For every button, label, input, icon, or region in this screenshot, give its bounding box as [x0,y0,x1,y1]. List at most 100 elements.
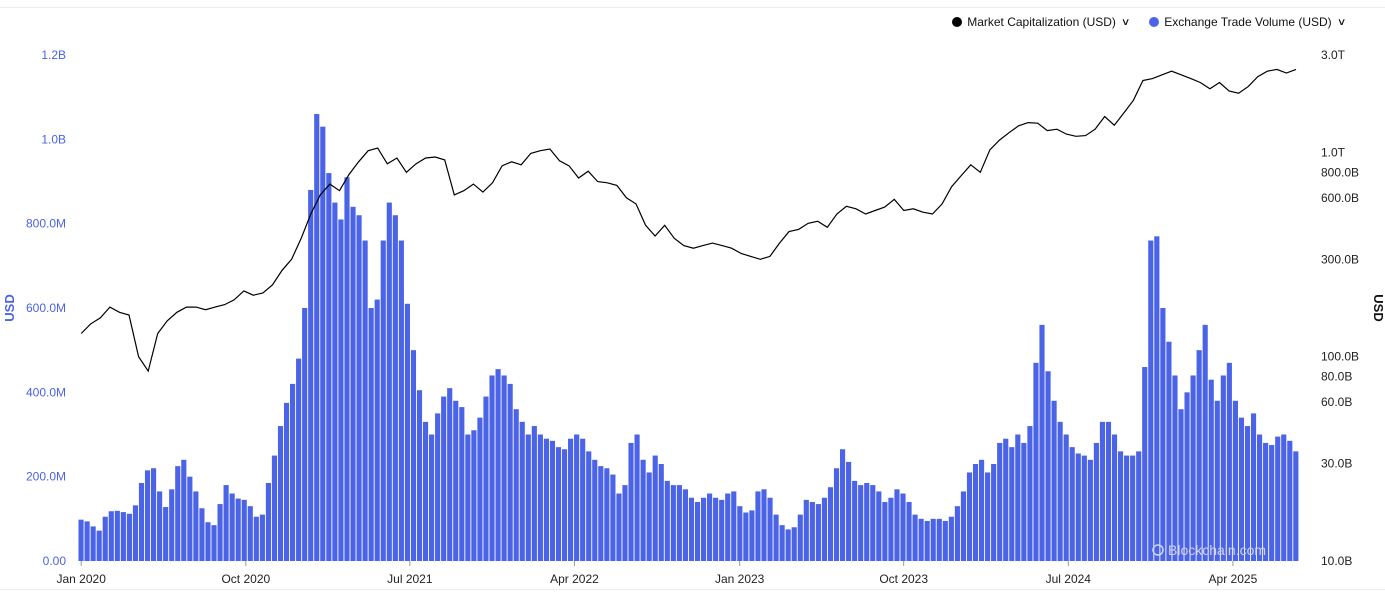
volume-bar [398,240,404,561]
volume-bar [634,434,640,561]
volume-bar [616,493,622,561]
volume-bar [682,489,688,561]
volume-bar [169,489,175,561]
volume-bar [839,449,846,561]
volume-bar [283,402,290,562]
watermark-text: Blockchain.com [1168,542,1266,558]
volume-bar [749,510,755,561]
volume-bar [568,438,574,561]
volume-bar [368,308,374,561]
y-right-tick-label: 80.0B [1321,370,1352,384]
legend-item-market-cap[interactable]: Market Capitalization (USD) ∨ [952,15,1131,29]
x-tick-label: Oct 2020 [221,572,270,586]
volume-bar [507,383,513,561]
volume-bar [719,499,725,561]
volume-bar [1202,324,1208,561]
volume-bar [447,388,453,561]
volume-bar [1275,436,1281,561]
volume-bar [803,499,809,561]
volume-bar [833,468,840,561]
volume-bar [894,489,900,561]
volume-bar [1069,447,1075,561]
volume-bar [815,504,821,561]
volume-bar [555,447,562,561]
volume-bar [1015,434,1021,561]
volume-bar [991,464,997,561]
volume-bar [1057,421,1063,561]
volume-bar [743,512,749,561]
volume-bar [791,527,797,561]
volume-bar [1009,447,1015,561]
volume-bar [628,442,634,561]
volume-bar [900,493,906,561]
volume-bar [966,472,973,561]
volume-bar [96,530,102,561]
volume-bar [700,497,707,561]
volume-bar [513,409,519,561]
volume-bar [979,459,985,561]
chevron-down-icon[interactable]: ∨ [1336,16,1347,28]
volume-bar [561,449,568,561]
legend-item-trade-volume[interactable]: Exchange Trade Volume (USD) ∨ [1149,15,1347,29]
volume-bar [386,202,392,561]
volume-bar [930,518,936,561]
volume-bar [102,516,108,561]
volume-bar [247,506,253,561]
volume-bar [404,303,410,561]
y-axis-left: 0.00 200.0M 400.0M 600.0M 800.0M 1.0B 1.2B USD [2,48,66,568]
y-left-axis-title: USD [2,294,17,321]
volume-bar [211,525,217,561]
volume-bar [658,464,664,561]
volume-bar [422,421,429,561]
volume-bar [380,240,386,561]
volume-bar [362,240,368,561]
volume-bar [821,497,827,561]
volume-bar [1075,453,1081,561]
volume-bar [277,426,284,561]
chevron-down-icon[interactable]: ∨ [1120,16,1131,28]
volume-bar [205,522,211,561]
volume-bar [326,173,332,561]
y-axis-right: 10.0B 30.0B 60.0B 80.0B 100.0B 300.0B 600.0B 80… [1321,48,1385,568]
volume-bar [646,472,652,561]
volume-bar [259,514,265,561]
volume-bar [151,468,157,561]
volume-bar [1250,413,1257,561]
bottom-divider [0,589,1385,590]
x-tick-label: Jul 2021 [387,572,433,586]
volume-bar [1033,362,1039,561]
market-cap-line-path [80,68,1297,373]
volume-bar [688,497,695,561]
y-left-tick-label: 400.0M [26,385,66,399]
volume-bar [652,455,658,561]
volume-bar [537,434,543,561]
volume-bar [1220,375,1226,561]
volume-bar [459,407,465,561]
volume-bar [1124,455,1130,561]
volume-bar [1214,400,1220,561]
volume-bar [175,466,181,562]
volume-bar [531,426,537,561]
volume-bar [356,215,362,562]
volume-bar [1039,324,1045,561]
volume-bar [477,417,483,561]
volume-bar [114,510,120,561]
volume-bar [906,501,912,561]
volume-bar [229,493,235,561]
volume-bar [120,512,126,561]
volume-bar [779,525,785,561]
volume-bar [549,440,556,561]
volume-bar [882,501,888,561]
x-tick-label: Oct 2023 [879,572,928,586]
volume-bar [265,482,271,561]
volume-bar [809,501,815,561]
volume-bar [235,498,241,561]
volume-bar [1111,434,1118,561]
volume-bar [1190,375,1196,561]
volume-bar [271,455,278,561]
volume-bar [392,215,398,562]
volume-bar [827,487,834,561]
volume-bar [290,383,296,561]
volume-bar [604,468,610,561]
volume-bar [610,474,616,561]
